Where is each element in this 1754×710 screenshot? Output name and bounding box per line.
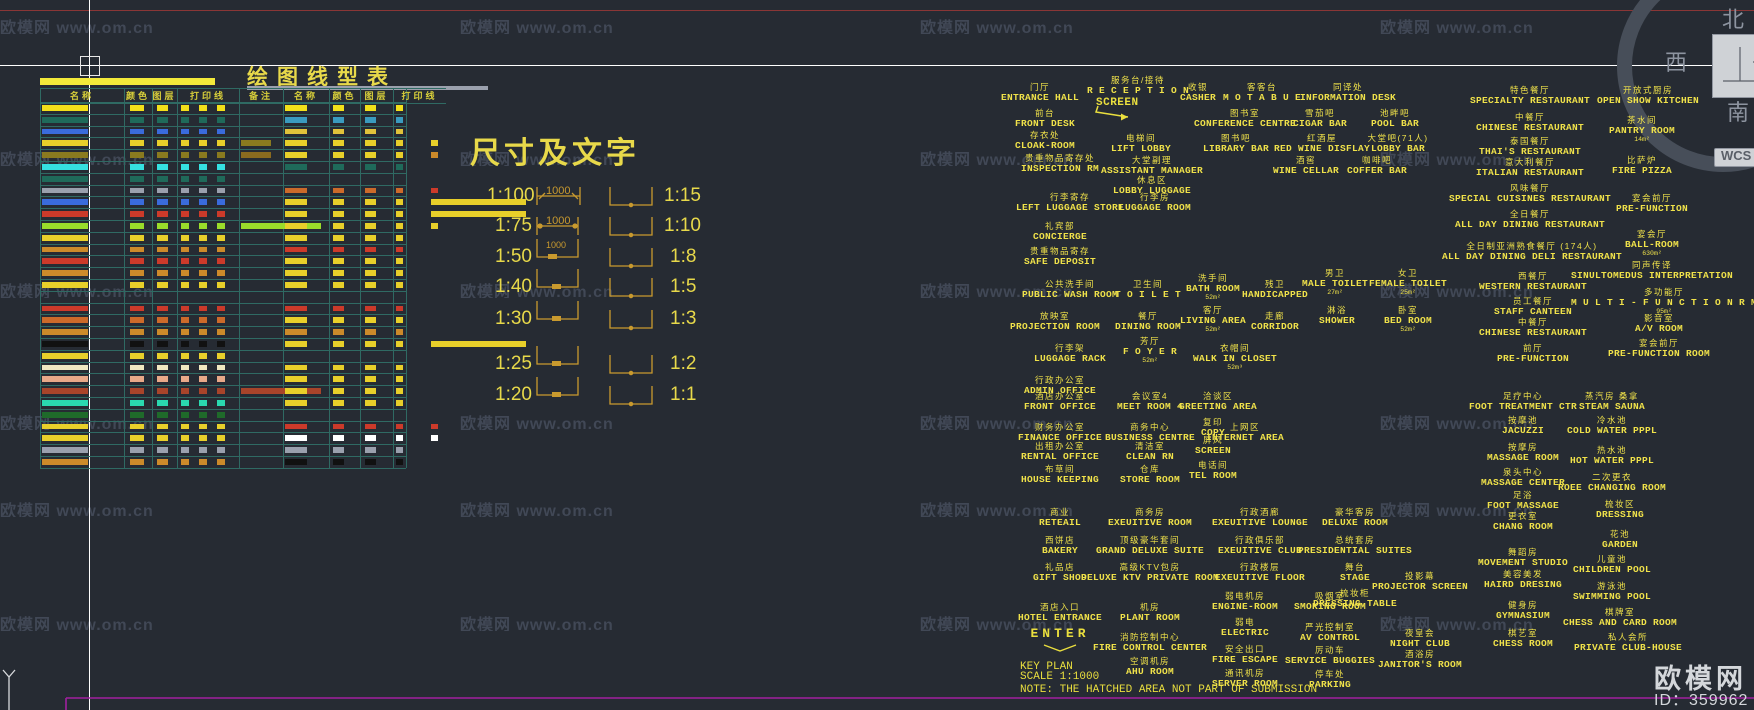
svg-text:1000: 1000 <box>546 185 570 197</box>
svg-text:1000: 1000 <box>546 240 566 250</box>
svg-text:1000: 1000 <box>546 215 570 227</box>
